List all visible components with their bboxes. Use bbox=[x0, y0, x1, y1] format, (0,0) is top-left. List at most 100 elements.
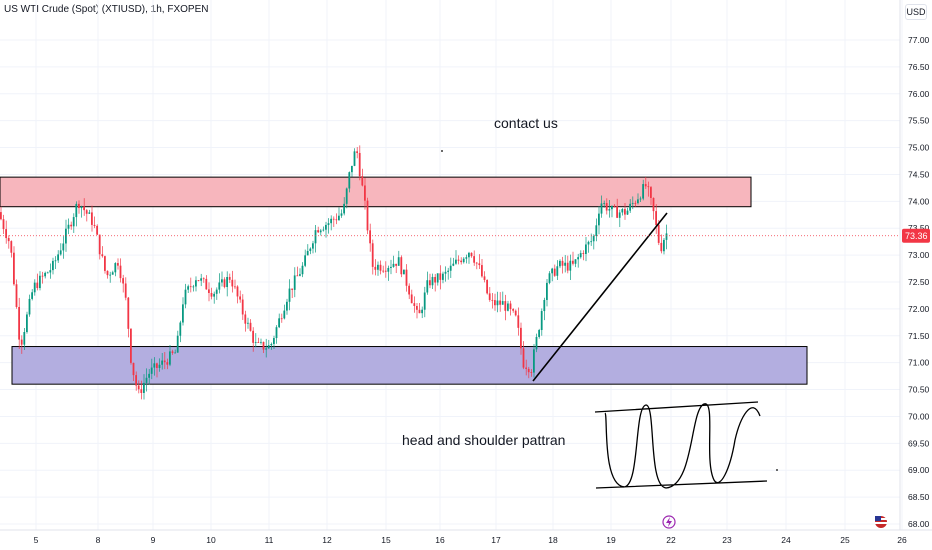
candle-body bbox=[400, 257, 403, 275]
candle-body bbox=[486, 279, 488, 294]
candle-body bbox=[197, 280, 200, 282]
candle-body bbox=[655, 211, 657, 226]
candle-body bbox=[39, 275, 41, 289]
candle-body bbox=[442, 273, 444, 280]
y-tick-label: 73.50 bbox=[908, 223, 930, 233]
zones bbox=[0, 176, 808, 385]
candle-body bbox=[616, 206, 618, 218]
candle-body bbox=[2, 219, 5, 230]
candle-body bbox=[200, 278, 202, 281]
candle-body bbox=[426, 280, 429, 293]
candle-body bbox=[262, 341, 265, 350]
candle-body bbox=[195, 280, 197, 287]
lightning-icon[interactable] bbox=[662, 515, 676, 529]
candle-body bbox=[247, 322, 249, 324]
last-price-tag bbox=[902, 228, 930, 243]
candle-body bbox=[657, 225, 660, 243]
y-tick-label: 76.00 bbox=[908, 89, 930, 99]
candle-body bbox=[579, 253, 582, 258]
candle-body bbox=[317, 230, 319, 233]
candle-body bbox=[10, 241, 13, 253]
drawings bbox=[441, 150, 778, 489]
candle-body bbox=[590, 241, 592, 243]
candle-body bbox=[566, 262, 569, 271]
x-tick-label: 9 bbox=[151, 535, 156, 545]
candle-body bbox=[127, 297, 130, 329]
pattern-annotation: head and shoulder pattran bbox=[402, 432, 565, 448]
candle-body bbox=[0, 212, 2, 220]
candle-body bbox=[436, 273, 439, 283]
currency-button[interactable]: USD bbox=[905, 4, 927, 20]
chart-title: US WTI Crude (Spot) (XTIUSD), 1h, FXOPEN bbox=[4, 4, 209, 15]
candle-body bbox=[418, 309, 421, 314]
candle-body bbox=[314, 230, 317, 244]
candle-body bbox=[384, 270, 387, 272]
candle-body bbox=[569, 260, 572, 271]
candle-body bbox=[447, 270, 449, 272]
us-flag-icon[interactable] bbox=[875, 516, 887, 528]
candle-body bbox=[267, 345, 270, 349]
candle-body bbox=[7, 238, 10, 242]
candle-body bbox=[457, 259, 460, 261]
candle-body bbox=[663, 239, 665, 252]
candle-body bbox=[514, 310, 517, 316]
candle-body bbox=[335, 219, 338, 221]
candle-body bbox=[15, 284, 18, 307]
candle-body bbox=[585, 244, 587, 254]
x-tick-label: 19 bbox=[606, 535, 616, 545]
candle-body bbox=[538, 330, 540, 337]
candle-body bbox=[85, 210, 88, 214]
candle-body bbox=[166, 362, 169, 365]
candle-body bbox=[423, 292, 426, 310]
candle-body bbox=[273, 338, 275, 344]
candle-body bbox=[163, 360, 166, 363]
candle-body bbox=[192, 286, 195, 288]
candle-body bbox=[62, 243, 65, 251]
candle-body bbox=[644, 184, 647, 187]
candle-body bbox=[520, 327, 522, 349]
candle-body bbox=[452, 263, 455, 266]
candle-body bbox=[647, 186, 650, 188]
candle-body bbox=[460, 260, 462, 263]
candle-body bbox=[228, 277, 231, 280]
candle-body bbox=[343, 203, 345, 214]
x-tick-label: 18 bbox=[548, 535, 558, 545]
y-tick-label: 76.50 bbox=[908, 62, 930, 72]
grid bbox=[0, 0, 903, 530]
candle-body bbox=[325, 224, 327, 230]
candle-body bbox=[564, 262, 566, 266]
candle-body bbox=[621, 209, 624, 213]
candle-body bbox=[106, 270, 109, 276]
candle-body bbox=[75, 203, 78, 218]
candle-body bbox=[512, 309, 514, 311]
candle-body bbox=[434, 276, 436, 283]
candle-body bbox=[28, 298, 31, 315]
candle-body bbox=[561, 260, 564, 266]
candle-body bbox=[592, 236, 595, 242]
candle-body bbox=[650, 187, 652, 198]
candle-body bbox=[150, 367, 153, 374]
x-tick-label: 5 bbox=[34, 535, 39, 545]
y-tick-label: 72.50 bbox=[908, 277, 930, 287]
candle-body bbox=[348, 172, 351, 189]
candle-body bbox=[481, 265, 483, 277]
candle-body bbox=[299, 274, 301, 276]
candle-body bbox=[543, 299, 546, 312]
resistance-zone bbox=[0, 176, 752, 208]
x-tick-label: 15 bbox=[381, 535, 391, 545]
candle-body bbox=[408, 285, 410, 295]
candle-body bbox=[530, 372, 533, 373]
candle-body bbox=[98, 234, 101, 255]
candle-body bbox=[260, 341, 262, 343]
candle-body bbox=[488, 293, 491, 300]
candle-body bbox=[439, 273, 442, 280]
candle-body bbox=[23, 332, 26, 345]
candle-body bbox=[202, 278, 205, 280]
candle-body bbox=[403, 269, 405, 275]
candle-body bbox=[582, 253, 585, 254]
candle-body bbox=[634, 202, 637, 204]
candle-body bbox=[371, 243, 374, 267]
candle-body bbox=[291, 288, 293, 290]
candle-body bbox=[80, 206, 83, 209]
